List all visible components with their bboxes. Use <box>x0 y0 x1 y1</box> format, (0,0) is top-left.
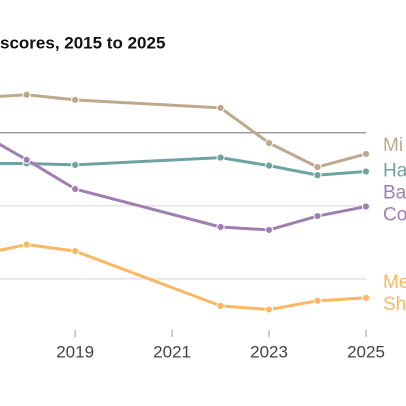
data-point <box>216 103 225 113</box>
data-point <box>216 153 225 162</box>
data-point <box>264 305 274 314</box>
data-point <box>361 149 371 159</box>
chart-title: scores, 2015 to 2025 <box>0 33 165 52</box>
data-point <box>22 240 31 249</box>
series-line <box>0 93 367 169</box>
series-label: Me Sh <box>383 272 406 315</box>
series-line <box>0 156 367 177</box>
x-tick-label: 2025 <box>347 342 385 361</box>
x-tick-label: 2021 <box>153 342 191 361</box>
data-point <box>264 161 274 170</box>
data-point <box>22 155 31 164</box>
data-point <box>264 225 274 235</box>
series-line <box>0 243 367 312</box>
series-line <box>0 142 367 232</box>
data-point <box>313 211 322 221</box>
data-point <box>361 202 371 211</box>
data-point <box>22 90 31 99</box>
data-point <box>361 293 371 302</box>
data-point <box>216 222 225 232</box>
series-label: Ha <box>383 161 406 182</box>
data-point <box>71 160 80 170</box>
x-tick-label: 2023 <box>250 342 288 361</box>
data-point <box>216 301 225 310</box>
x-tick-label: 2019 <box>56 342 94 361</box>
data-point <box>71 247 80 256</box>
data-point <box>313 163 322 172</box>
series-label: Mi <box>383 135 403 156</box>
data-point <box>313 171 322 180</box>
data-point <box>361 167 371 176</box>
data-point <box>313 296 322 305</box>
data-point <box>71 95 80 104</box>
data-point <box>71 184 80 194</box>
data-point <box>264 138 274 148</box>
series-label: Ba Co <box>383 183 406 226</box>
